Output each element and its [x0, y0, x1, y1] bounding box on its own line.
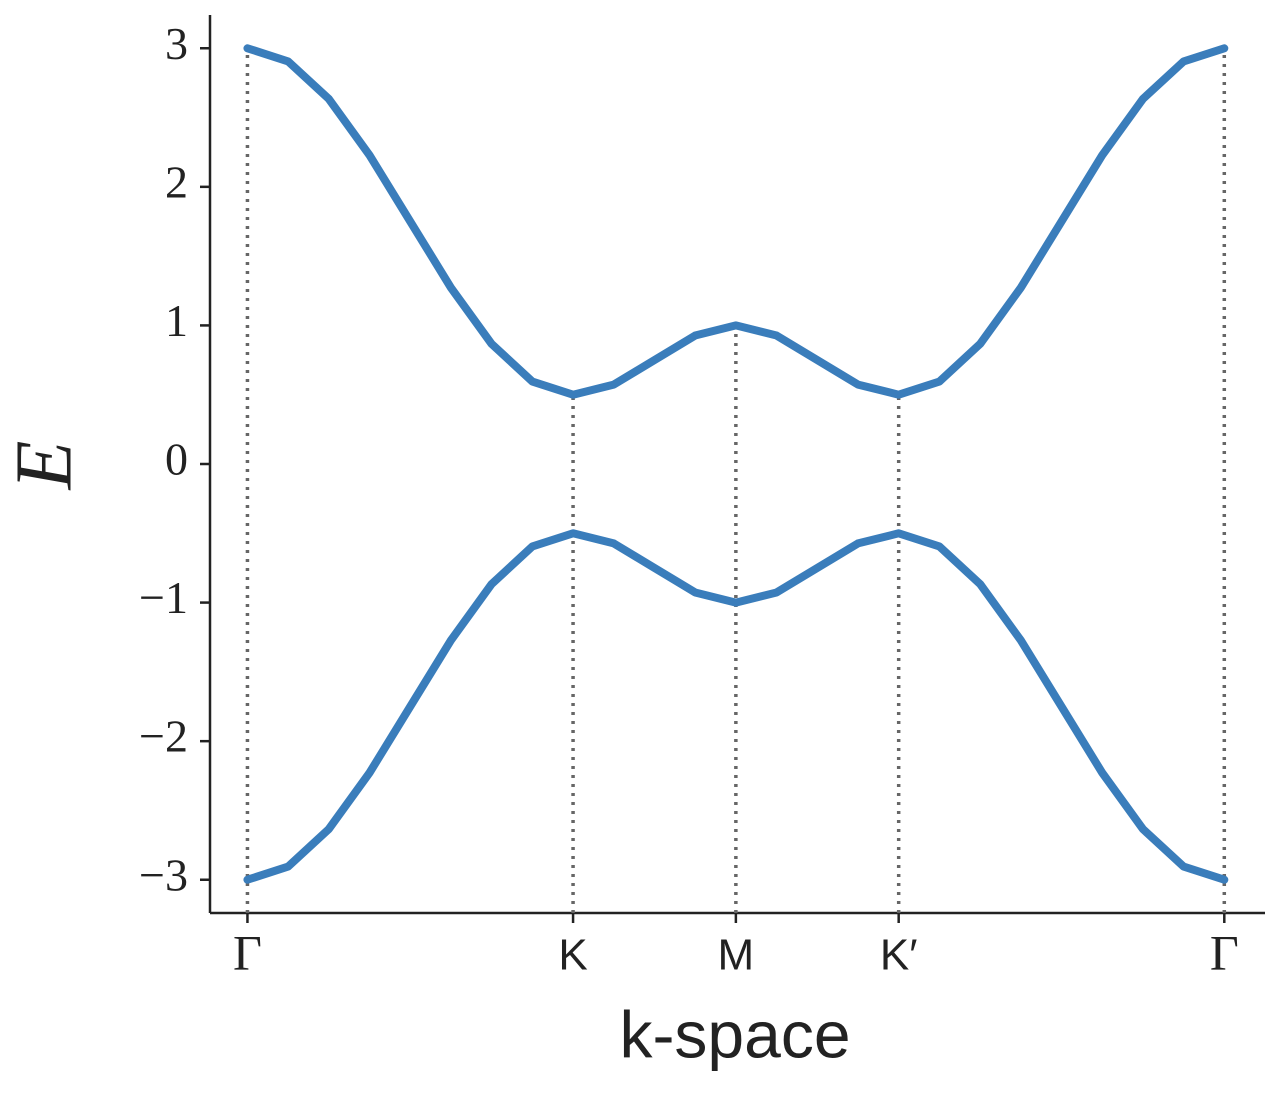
x-tick-label: M: [718, 931, 755, 980]
x-axis-label: k-space: [619, 997, 850, 1071]
x-tick-label: Γ: [233, 924, 262, 980]
y-tick-label: −3: [139, 849, 188, 900]
band-line: [243, 44, 1229, 399]
x-tick-label: Γ: [1210, 924, 1239, 980]
y-tick-label: 2: [165, 156, 188, 207]
y-axis-label: E: [0, 441, 88, 491]
y-tick-label: 0: [165, 434, 188, 485]
y-tick-label: −1: [139, 572, 188, 623]
x-tick-label: K′: [880, 931, 918, 980]
band-line: [243, 529, 1229, 884]
y-tick-label: 3: [165, 18, 188, 69]
y-tick-label: −2: [139, 711, 188, 762]
x-tick-label: K: [558, 931, 587, 980]
y-tick-label: 1: [165, 295, 188, 346]
